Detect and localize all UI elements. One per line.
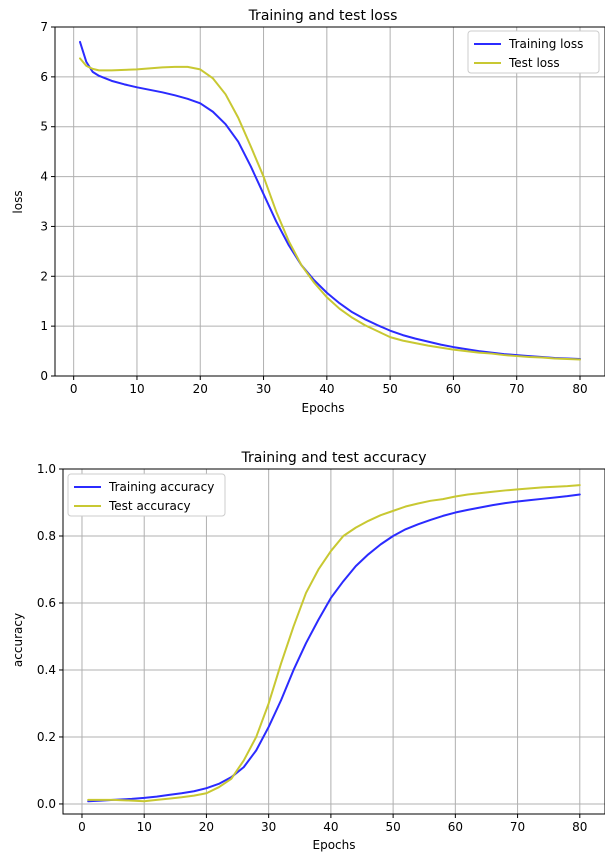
accuracy-legend: Training accuracy Test accuracy (67, 473, 226, 517)
accuracy-x-tick-label: 20 (199, 820, 214, 834)
loss-x-tick-label: 30 (256, 382, 271, 396)
loss-legend-label-test: Test loss (508, 56, 560, 70)
accuracy-x-tick-label: 60 (448, 820, 463, 834)
loss-x-tick-label: 70 (509, 382, 524, 396)
accuracy-x-tick-label: 40 (323, 820, 338, 834)
loss-legend: Training loss Test loss (467, 30, 600, 74)
loss-test-line (79, 57, 581, 361)
accuracy-y-tick-label: 1.0 (37, 462, 56, 476)
accuracy-y-tick-label: 0.6 (37, 596, 56, 610)
accuracy-x-tick-label: 70 (510, 820, 525, 834)
accuracy-legend-label-training: Training accuracy (108, 480, 214, 494)
loss-x-axis-label: Epochs (302, 401, 345, 415)
accuracy-y-tick-label: 0.2 (37, 730, 56, 744)
loss-grid (55, 26, 605, 377)
accuracy-series (87, 484, 581, 803)
loss-y-tick-label: 4 (40, 170, 48, 184)
accuracy-chart-title: Training and test accuracy (241, 450, 427, 466)
loss-x-tick-label: 10 (129, 382, 144, 396)
loss-chart: Training and test loss Epochs loss 0 10 20… (11, 8, 605, 415)
loss-y-tick-label: 1 (40, 319, 48, 333)
accuracy-x-tick-label: 0 (78, 820, 86, 834)
loss-x-tick-label: 0 (70, 382, 78, 396)
loss-ticks: 0 10 20 30 40 50 60 70 80 0 1 2 3 4 5 6 7 (40, 20, 587, 396)
loss-legend-label-training: Training loss (508, 37, 583, 51)
loss-training-line (79, 40, 581, 361)
accuracy-x-tick-label: 30 (261, 820, 276, 834)
accuracy-test-line (87, 484, 581, 803)
loss-y-axis-label: loss (11, 190, 25, 213)
loss-x-tick-label: 60 (446, 382, 461, 396)
accuracy-plot-frame (62, 468, 605, 815)
accuracy-y-tick-label: 0.4 (37, 663, 56, 677)
loss-series (79, 40, 581, 361)
loss-x-tick-label: 20 (193, 382, 208, 396)
loss-y-tick-label: 5 (40, 120, 48, 134)
loss-x-tick-label: 50 (382, 382, 397, 396)
loss-y-tick-label: 7 (40, 20, 48, 34)
accuracy-x-axis-label: Epochs (313, 838, 356, 852)
loss-chart-title: Training and test loss (248, 8, 398, 24)
loss-y-tick-label: 2 (40, 269, 48, 283)
accuracy-legend-label-test: Test accuracy (108, 499, 191, 513)
loss-y-tick-label: 3 (40, 219, 48, 233)
accuracy-x-tick-label: 10 (137, 820, 152, 834)
accuracy-y-tick-label: 0.0 (37, 797, 56, 811)
accuracy-grid (63, 468, 605, 814)
accuracy-legend-box (67, 473, 226, 517)
accuracy-training-line (87, 493, 581, 803)
loss-x-tick-label: 40 (319, 382, 334, 396)
accuracy-x-tick-label: 80 (572, 820, 587, 834)
accuracy-y-axis-label: accuracy (11, 613, 25, 667)
loss-y-tick-label: 0 (40, 369, 48, 383)
loss-y-tick-label: 6 (40, 70, 48, 84)
loss-plot-frame (54, 26, 605, 377)
accuracy-y-tick-label: 0.8 (37, 529, 56, 543)
loss-x-tick-label: 80 (572, 382, 587, 396)
accuracy-x-tick-label: 50 (385, 820, 400, 834)
accuracy-ticks: 0 10 20 30 40 50 60 70 80 0.0 0.2 0.4 0.6 0.8 1.0 (37, 462, 588, 834)
accuracy-chart: Training and test accuracy Epochs accura… (11, 450, 605, 852)
